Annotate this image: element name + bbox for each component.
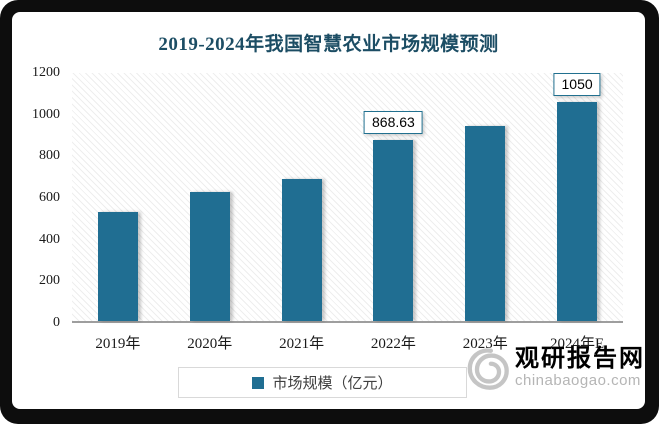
y-tick-label: 1000 xyxy=(32,106,60,122)
bar-value-label: 868.63 xyxy=(363,110,423,134)
legend-marker-square xyxy=(252,376,265,389)
plot-area: 868.63 1050 xyxy=(72,72,623,323)
chart-canvas: 2019-2024年我国智慧农业市场规模预测 0 200 400 600 800 1000… xyxy=(12,12,645,409)
x-axis: 2019年 2020年 2021年 2022年 2023年 2024年E xyxy=(72,332,623,352)
x-tick-label: 2021年 xyxy=(279,336,325,352)
x-tick-label: 2023年 xyxy=(462,336,508,352)
y-tick-label: 800 xyxy=(39,148,60,164)
x-tick-label: 2020年 xyxy=(187,336,233,352)
x-tick-label: 2024年E xyxy=(549,336,605,352)
x-tick-label: 2022年 xyxy=(370,336,416,352)
y-tick-label: 400 xyxy=(39,231,60,247)
y-tick-label: 200 xyxy=(39,273,60,289)
y-axis: 0 200 400 600 800 1000 1200 xyxy=(12,65,64,330)
y-tick-label: 1200 xyxy=(32,65,60,80)
y-tick-label: 600 xyxy=(39,190,60,205)
bar xyxy=(189,192,230,321)
bar xyxy=(557,102,598,321)
bar xyxy=(373,140,414,321)
legend: 市场规模（亿元） xyxy=(178,367,467,398)
y-tick-label: 0 xyxy=(53,315,60,330)
legend-label: 市场规模（亿元） xyxy=(272,375,393,392)
bar xyxy=(465,126,506,321)
bar-value-label: 1050 xyxy=(553,72,601,96)
watermark-site-url: chinabaogao.com xyxy=(515,372,641,389)
x-tick-label: 2019年 xyxy=(95,336,141,352)
bar xyxy=(281,179,322,321)
chart-title: 2019-2024年我国智慧农业市场规模预测 xyxy=(158,34,499,55)
bar xyxy=(97,212,138,321)
